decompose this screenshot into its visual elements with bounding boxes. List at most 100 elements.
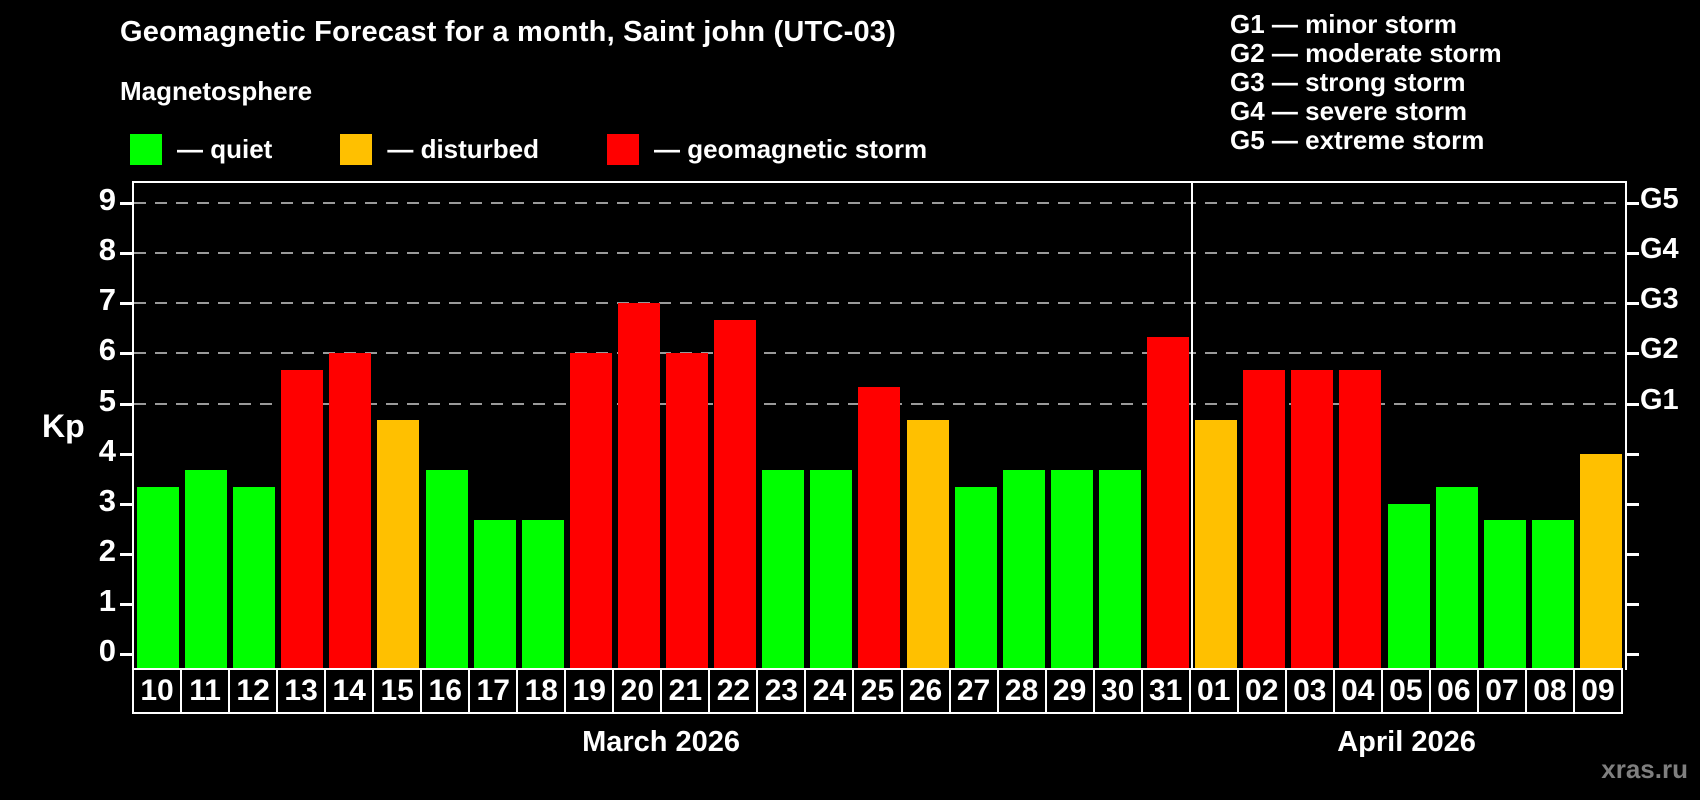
plot-area [120,181,1639,670]
y-axis-label-7: 7 [98,282,116,318]
day-label-18: 18 [516,668,567,714]
y-axis-label-5: 5 [98,382,116,418]
left-tick-kp-8 [120,252,132,256]
bar-day-28 [1002,470,1045,670]
month-label-march: March 2026 [582,726,741,758]
gridline-kp-9 [134,202,1625,205]
day-label-27: 27 [948,668,999,714]
right-tick-kp-1 [1627,602,1639,606]
bar-day-24 [810,470,853,670]
bar-day-26 [906,420,949,670]
bar-day-05 [1387,503,1430,670]
legend-heading: Magnetosphere [120,76,313,106]
bar-day-08 [1531,520,1574,670]
bar-day-30 [1098,470,1141,670]
bar-day-17 [473,520,516,670]
left-tick-kp-3 [120,502,132,506]
storm-color-swatch [607,134,640,165]
bar-day-29 [1050,470,1093,670]
day-label-09: 09 [1572,668,1623,714]
bar-day-06 [1435,487,1478,670]
day-label-06: 06 [1428,668,1479,714]
bar-day-25 [858,386,901,670]
right-tick-kp-2 [1627,552,1639,556]
right-axis-label-g5: G5 [1640,183,1679,216]
right-tick-kp-4 [1627,452,1639,456]
right-axis-label-g1: G1 [1640,383,1679,416]
day-label-17: 17 [468,668,519,714]
day-label-04: 04 [1332,668,1383,714]
month-separator-line [1191,183,1194,670]
day-label-30: 30 [1092,668,1143,714]
y-axis-label-8: 8 [98,232,116,268]
left-tick-kp-5 [120,402,132,406]
bar-day-31 [1147,336,1190,670]
day-label-26: 26 [900,668,951,714]
bar-day-11 [185,470,228,670]
day-label-14: 14 [324,668,375,714]
bar-day-13 [281,369,324,670]
gridline-kp-8 [134,252,1625,255]
day-label-07: 07 [1476,668,1527,714]
month-label-april: April 2026 [1337,726,1476,758]
left-tick-kp-6 [120,352,132,356]
legend-item-disturbed: — disturbed [340,134,539,165]
y-axis-title: Kp [42,408,85,444]
bar-day-15 [377,420,420,670]
right-tick-kp-5 [1627,402,1639,406]
bar-day-02 [1243,369,1286,670]
g-scale-legend-line: G5 — extreme storm [1230,125,1485,155]
y-axis-label-0: 0 [98,633,116,668]
right-tick-kp-0 [1627,653,1639,656]
left-tick-kp-0 [120,653,132,656]
day-label-28: 28 [996,668,1047,714]
day-label-20: 20 [612,668,663,714]
legend-item-label: — geomagnetic storm [654,134,928,164]
left-tick-kp-1 [120,602,132,606]
bar-day-18 [521,520,564,670]
bar-day-04 [1339,369,1382,670]
right-axis-label-g2: G2 [1640,333,1679,366]
legend-item-quiet: — quiet [130,134,272,165]
left-tick-kp-2 [120,552,132,556]
day-label-01: 01 [1188,668,1239,714]
month-labels: March 2026 April 2026 [132,726,1623,759]
day-label-13: 13 [276,668,327,714]
right-tick-kp-6 [1627,352,1639,356]
bar-day-20 [617,303,660,670]
bar-day-09 [1579,453,1622,670]
g-scale-legend-line: G4 — severe storm [1230,96,1468,126]
y-axis-label-4: 4 [98,432,116,468]
bar-day-21 [666,353,709,670]
page-title: Geomagnetic Forecast for a month, Saint … [120,16,896,48]
legend-item-storm: — geomagnetic storm [607,134,927,165]
bar-day-07 [1483,520,1526,670]
y-axis-label-2: 2 [98,532,116,568]
day-label-08: 08 [1524,668,1575,714]
day-label-12: 12 [228,668,279,714]
bar-day-16 [425,470,468,670]
bar-day-23 [762,470,805,670]
bar-day-03 [1291,369,1334,670]
bar-day-14 [329,353,372,670]
y-axis-label-1: 1 [98,582,116,618]
right-tick-kp-3 [1627,502,1639,506]
y-axis-label-3: 3 [98,482,116,518]
day-label-10: 10 [132,668,183,714]
day-label-29: 29 [1044,668,1095,714]
legend-item-label: — disturbed [387,134,540,164]
left-tick-kp-9 [120,202,132,206]
legend-item-label: — quiet [177,134,273,164]
day-label-23: 23 [756,668,807,714]
day-label-25: 25 [852,668,903,714]
bar-day-10 [137,487,179,670]
y-axis-label-6: 6 [98,332,116,368]
x-axis-day-labels: 10 11 12 13 14 15 16 17 18 19 20 21 22 23 24 25 26 27 28 29… [132,668,1623,714]
day-label-02: 02 [1236,668,1287,714]
magnetosphere-legend: — quiet — disturbed — geomagnetic storm [130,134,927,165]
bar-day-27 [954,487,997,670]
day-label-15: 15 [372,668,423,714]
g-scale-legend-line: G2 — moderate storm [1230,38,1502,68]
day-label-11: 11 [180,668,231,714]
watermark: xras.ru [1601,754,1688,784]
